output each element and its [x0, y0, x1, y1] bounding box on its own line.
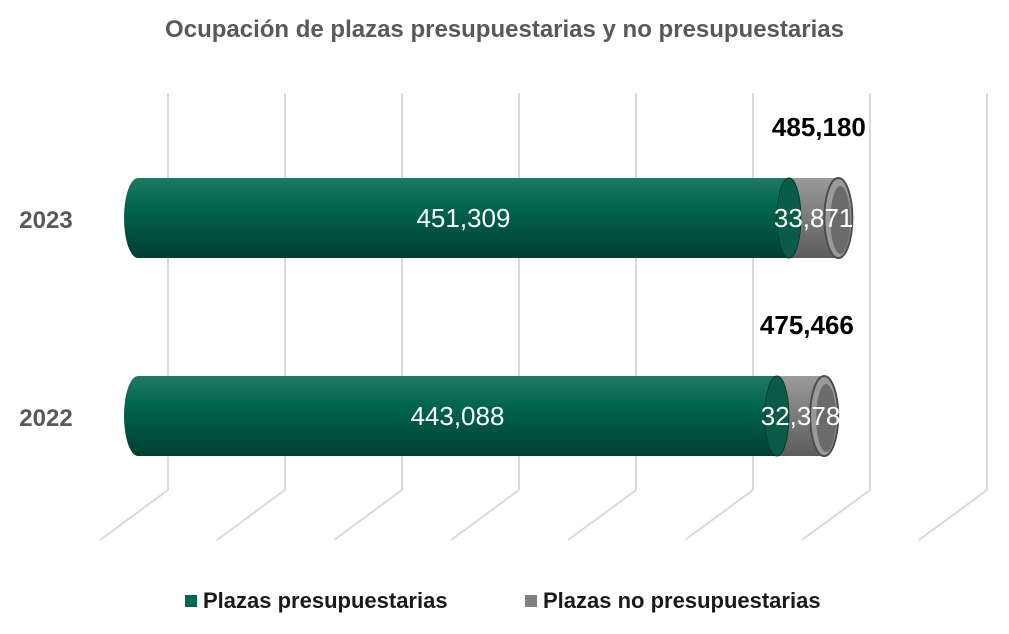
legend-label-presupuestarias: Plazas presupuestarias	[203, 588, 448, 613]
gridline-floor	[450, 489, 520, 541]
legend-label-no-presupuestarias: Plazas no presupuestarias	[543, 588, 821, 613]
data-label-no-presupuestarias: 32,378	[761, 401, 841, 431]
legend-swatch-presupuestarias	[185, 595, 197, 607]
bar-start-cap-presupuestarias	[124, 376, 152, 456]
legend-swatch-no-presupuestarias	[525, 595, 537, 607]
chart-title: Ocupación de plazas presupuestarias y no…	[165, 16, 844, 43]
data-label-presupuestarias: 443,088	[410, 401, 504, 431]
data-label-no-presupuestarias: 33,871	[774, 203, 854, 233]
bar-cap-inner-no-presupuestarias	[816, 384, 837, 452]
bar-segment-presupuestarias	[138, 178, 789, 258]
gridline-floor	[216, 489, 286, 541]
total-label: 475,466	[760, 310, 854, 340]
gridlines	[99, 93, 988, 541]
gridline-floor	[801, 489, 871, 541]
category-label: 2022	[19, 405, 72, 432]
data-label-presupuestarias: 451,309	[416, 203, 510, 233]
bar-segment-presupuestarias	[138, 376, 777, 456]
gridline-floor	[567, 489, 637, 541]
bars	[124, 177, 854, 457]
total-label: 485,180	[772, 112, 866, 142]
legend-item-no-presupuestarias: Plazas no presupuestarias	[525, 586, 821, 616]
legend-item-presupuestarias: Plazas presupuestarias	[185, 586, 448, 616]
category-label: 2023	[19, 207, 72, 234]
bar-joint-presupuestarias	[764, 375, 790, 457]
bar-joint-presupuestarias	[776, 177, 802, 259]
gridline-floor	[99, 489, 169, 541]
gridline-floor	[333, 489, 403, 541]
gridline-floor	[918, 489, 988, 541]
bar-start-cap-presupuestarias	[124, 178, 152, 258]
bar-cap-inner-no-presupuestarias	[830, 186, 851, 254]
gridline-floor	[684, 489, 754, 541]
labels: 2023 451,309 33,871 485,180 2022 443,088 32,37…	[19, 112, 866, 432]
